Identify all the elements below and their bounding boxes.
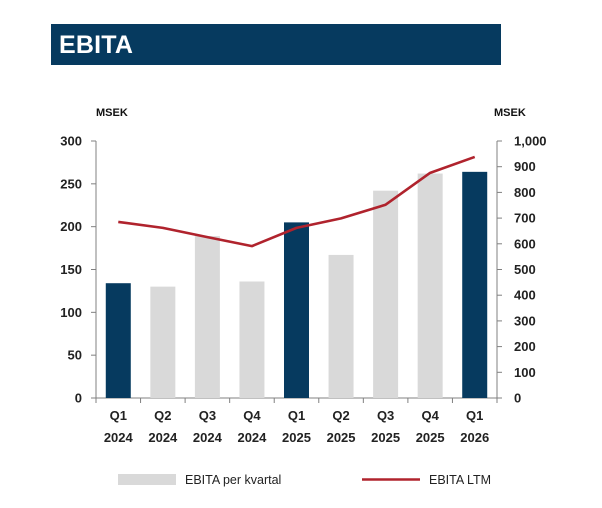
category-label: 2024 <box>237 430 267 445</box>
right-tick-label: 500 <box>514 262 536 277</box>
category-label: Q4 <box>243 408 261 423</box>
bar <box>284 222 309 398</box>
right-tick-label: 0 <box>514 391 521 406</box>
category-label: 2026 <box>460 430 489 445</box>
category-label: 2025 <box>371 430 400 445</box>
left-tick-label: 200 <box>60 219 82 234</box>
line-series <box>118 155 476 248</box>
category-label: 2025 <box>416 430 445 445</box>
bar <box>105 283 131 398</box>
right-tick-label: 100 <box>514 365 536 380</box>
left-tick-label: 150 <box>60 262 82 277</box>
right-tick-label: 1,000 <box>514 134 547 149</box>
right-tick-label: 300 <box>514 313 536 328</box>
bar <box>373 190 399 398</box>
left-tick-label: 0 <box>75 391 82 406</box>
category-label: 2024 <box>193 430 223 445</box>
chart-legend: EBITA per kvartal EBITA LTM <box>118 473 491 487</box>
right-tick-label: 900 <box>514 159 536 174</box>
category-label: Q3 <box>199 408 216 423</box>
legend-label-line: EBITA LTM <box>429 473 491 487</box>
bar <box>239 281 265 398</box>
category-label: 2025 <box>282 430 311 445</box>
category-label: 2025 <box>327 430 356 445</box>
left-tick-label: 250 <box>60 176 82 191</box>
title-banner: EBITA <box>51 24 501 65</box>
category-label: 2024 <box>104 430 134 445</box>
category-label: Q3 <box>377 408 394 423</box>
chart-labels: 0 50 100 150 200 250 300 0 100 200 300 400 500 600 700… <box>60 107 546 445</box>
page-title: EBITA <box>59 31 134 59</box>
category-label: 2024 <box>148 430 178 445</box>
bar <box>150 286 176 398</box>
right-tick-label: 600 <box>514 236 536 251</box>
category-label: Q1 <box>110 408 127 423</box>
legend-swatch-bars <box>118 474 176 485</box>
bar <box>328 254 354 398</box>
left-tick-label: 50 <box>68 348 82 363</box>
left-axis-unit: MSEK <box>96 107 128 119</box>
category-label: Q1 <box>288 408 305 423</box>
bar <box>462 171 488 398</box>
category-label: Q4 <box>421 408 439 423</box>
bar <box>417 173 443 398</box>
right-tick-label: 800 <box>514 185 536 200</box>
right-tick-label: 700 <box>514 211 536 226</box>
left-tick-label: 300 <box>60 134 82 149</box>
right-axis-unit: MSEK <box>494 107 526 119</box>
category-label: Q2 <box>332 408 349 423</box>
legend-label-bars: EBITA per kvartal <box>185 473 281 487</box>
bar <box>194 236 220 398</box>
category-label: Q2 <box>154 408 171 423</box>
right-tick-label: 400 <box>514 288 536 303</box>
category-label: Q1 <box>466 408 483 423</box>
bar-series <box>105 171 488 398</box>
left-tick-label: 100 <box>60 305 82 320</box>
right-tick-label: 200 <box>514 339 536 354</box>
